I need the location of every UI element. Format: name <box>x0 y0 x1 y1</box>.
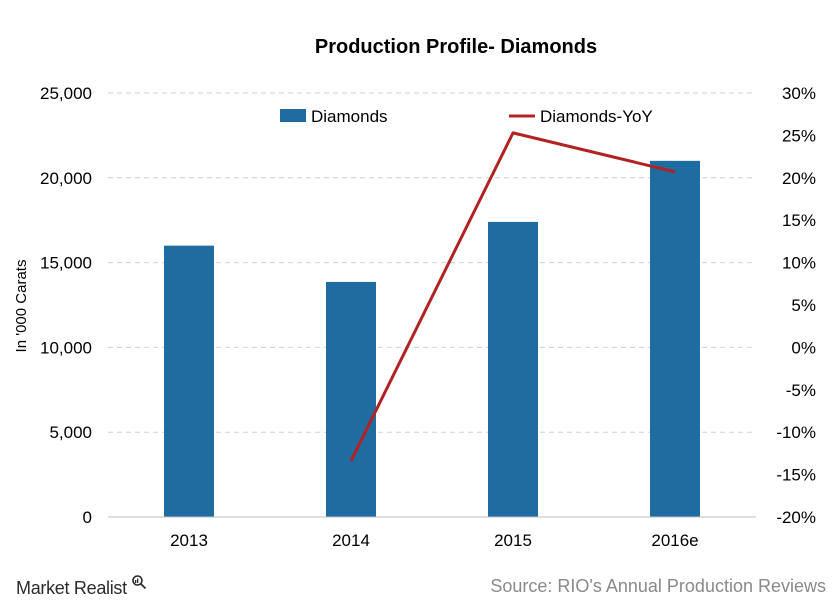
y-tick-label: 25,000 <box>40 84 92 103</box>
y-tick-label: 15,000 <box>40 254 92 273</box>
bar <box>326 281 376 517</box>
legend: Diamonds Diamonds-YoY <box>280 107 653 126</box>
bar <box>488 221 538 517</box>
y-tick-label: 20,000 <box>40 169 92 188</box>
y2-tick-label: 5% <box>791 296 816 315</box>
legend-label-diamonds: Diamonds <box>311 107 388 126</box>
legend-label-diamonds-yoy: Diamonds-YoY <box>540 107 653 126</box>
y2-tick-label: -20% <box>776 508 816 527</box>
bar <box>650 160 700 517</box>
y2-tick-label: 10% <box>782 254 816 273</box>
y2-tick-label: 25% <box>782 126 816 145</box>
bar-series <box>164 160 700 517</box>
legend-swatch-diamonds <box>280 109 306 122</box>
y2-tick-label: 20% <box>782 169 816 188</box>
y2-tick-label: -15% <box>776 466 816 485</box>
gridlines <box>108 92 756 433</box>
y2-tick-label: -5% <box>786 381 816 400</box>
x-tick-label: 2015 <box>494 531 532 550</box>
y2-tick-label: -10% <box>776 423 816 442</box>
y2-tick-label: 15% <box>782 211 816 230</box>
y-tick-label: 10,000 <box>40 338 92 357</box>
axes: 0 5,000 10,000 15,000 20,000 25,000 -20% -15% -1… <box>40 84 816 550</box>
y2-tick-label: 30% <box>782 84 816 103</box>
y-axis-label: In '000 Carats <box>13 260 30 353</box>
brand-logo-text: Market Realist <box>16 578 127 598</box>
line-series <box>349 131 676 462</box>
y2-tick-label: 0% <box>791 338 816 357</box>
bar <box>164 245 214 517</box>
source-note: Source: RIO's Annual Production Reviews <box>490 576 826 596</box>
x-tick-label: 2014 <box>332 531 370 550</box>
chart-title: Production Profile- Diamonds <box>315 36 597 58</box>
y-tick-label: 5,000 <box>49 423 92 442</box>
magnifier-icon <box>132 575 147 590</box>
x-tick-label: 2013 <box>170 531 208 550</box>
y-tick-label: 0 <box>83 508 92 527</box>
x-tick-label: 2016e <box>651 531 698 550</box>
yoy-line <box>349 131 676 462</box>
